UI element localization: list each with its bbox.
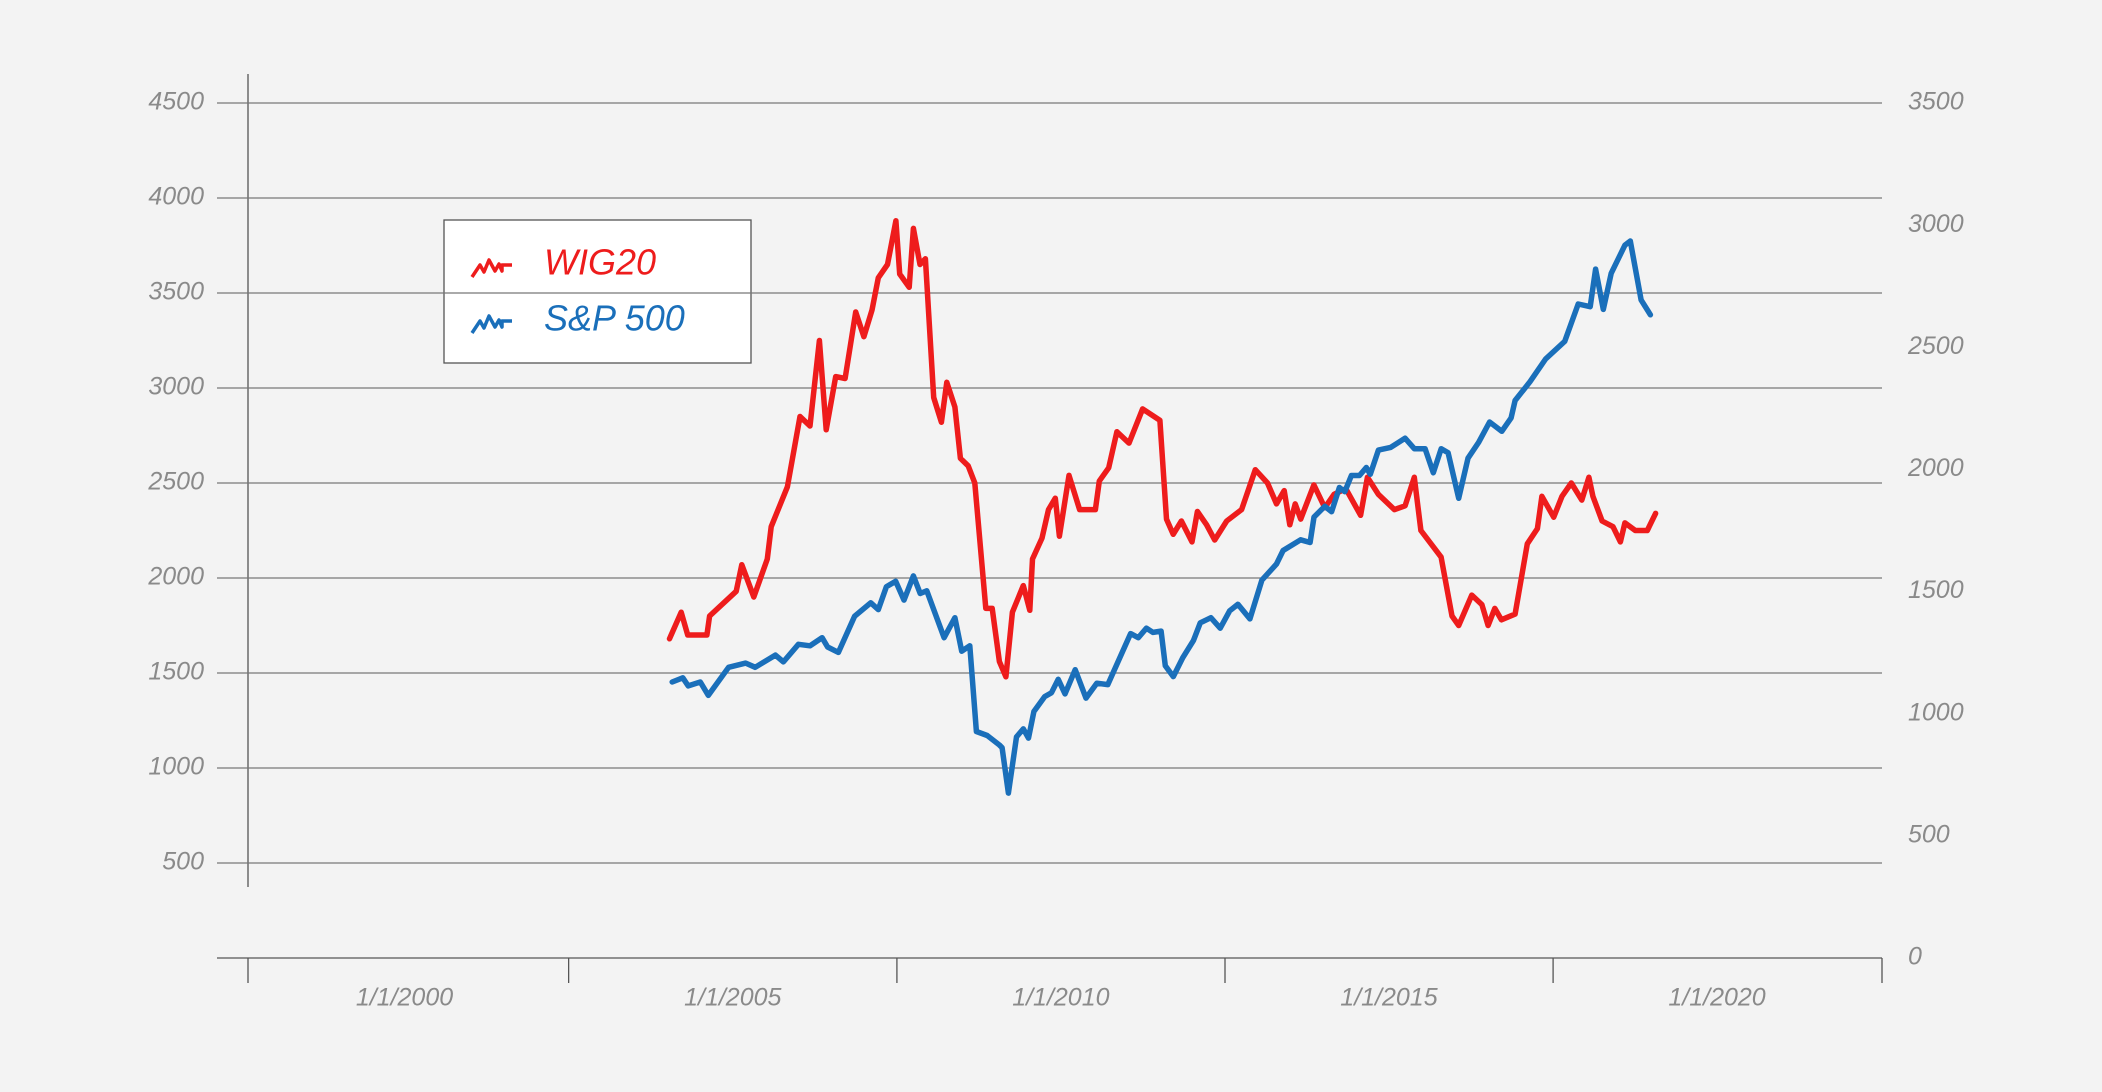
y-tick-label: 3000 — [148, 373, 204, 401]
y-tick-label: 2000 — [147, 563, 204, 591]
legend-box — [443, 219, 752, 364]
y2-tick-label: 2000 — [1907, 454, 1964, 482]
y2-tick-label: 500 — [1908, 820, 1950, 848]
y2-tick-label: 2500 — [1907, 332, 1964, 360]
x-tick-label: 1/1/2020 — [1668, 984, 1765, 1012]
y-tick-label: 500 — [162, 848, 204, 876]
legend-label: WIG20 — [544, 242, 656, 283]
series-line — [669, 238, 1654, 796]
y-tick-label: 2500 — [147, 468, 204, 496]
legend: WIG20 S&P 500 — [443, 219, 752, 364]
y2-tick-label: 1000 — [1908, 698, 1964, 726]
y-tick-label: 1500 — [148, 658, 204, 686]
y2-tick-label: 3500 — [1908, 88, 1964, 116]
legend-icon — [470, 258, 512, 278]
x-tick-label: 1/1/2010 — [1012, 984, 1109, 1012]
y2-tick-label: 3000 — [1908, 210, 1964, 238]
y-tick-label: 3500 — [148, 278, 204, 306]
x-tick-label: 1/1/2015 — [1340, 984, 1437, 1012]
y2-tick-label: 1500 — [1908, 576, 1964, 604]
y-tick-label: 4500 — [148, 88, 204, 116]
x-tick-label: 1/1/2000 — [356, 984, 453, 1012]
y-tick-label: 4000 — [148, 183, 204, 211]
legend-label: S&P 500 — [544, 298, 685, 339]
legend-icon — [470, 314, 512, 334]
series-line — [666, 218, 1659, 680]
x-tick-label: 1/1/2005 — [684, 984, 781, 1012]
y2-tick-label: 0 — [1908, 943, 1922, 971]
y-tick-label: 1000 — [148, 753, 204, 781]
